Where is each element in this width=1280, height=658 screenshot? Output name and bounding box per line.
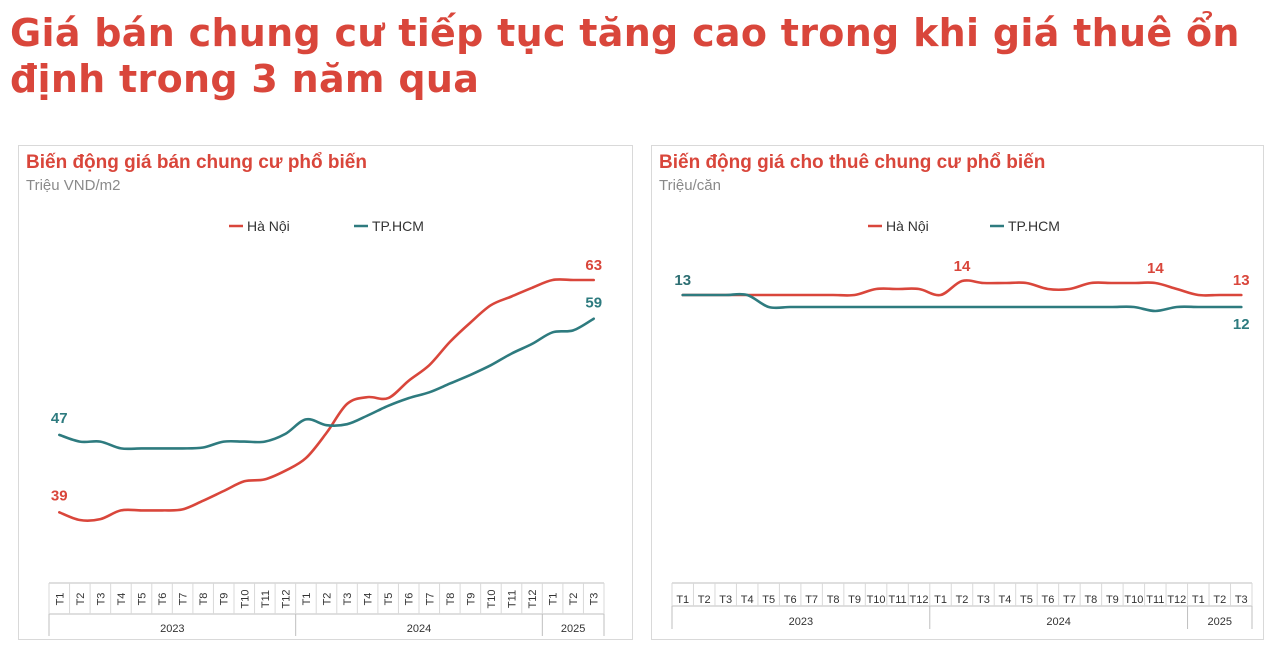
- x-tick-label: T1: [1192, 594, 1205, 606]
- x-tick-label: T4: [363, 593, 375, 606]
- legend-label: Hà Nội: [247, 218, 290, 234]
- rent-chart-unit: Triệu/căn: [659, 177, 721, 194]
- rent-chart-title: Biến động giá cho thuê chung cư phổ biến: [659, 152, 1046, 173]
- x-tick-label: T1: [548, 593, 560, 606]
- x-tick-label: T2: [75, 593, 87, 606]
- series-line: [681, 292, 1243, 313]
- x-tick-label: T5: [383, 593, 395, 606]
- legend-label: TP.HCM: [372, 218, 424, 234]
- x-tick-label: T2: [322, 593, 334, 606]
- year-label: 2024: [407, 623, 431, 635]
- x-tick-label: T5: [1020, 594, 1033, 606]
- x-tick-label: T8: [445, 593, 457, 606]
- x-tick-label: T2: [568, 593, 580, 606]
- legend-entry-hanoi: Hà Nội: [229, 218, 290, 234]
- x-tick-label: T7: [424, 593, 436, 606]
- year-label: 2025: [561, 623, 585, 635]
- x-tick-label: T2: [1213, 594, 1226, 606]
- series-hcm: [681, 292, 1243, 313]
- x-axis: 2023 2024 2025 T1 T2 T3 T4 T5 T6 T7 T8 T9 T10 T11 T12 T…: [48, 582, 605, 636]
- x-tick-label: T9: [219, 593, 231, 606]
- x-tick-label: T4: [741, 594, 754, 606]
- x-tick-label: T8: [198, 593, 210, 606]
- x-tick-label: T3: [1235, 594, 1248, 606]
- series-line: [58, 317, 595, 451]
- sale-price-line-chart: Hà Nội TP.HCM 2023 2024 2025 T1 T2 T3 T4 T5 T6 T7 T8…: [48, 218, 605, 636]
- series-hanoi: [681, 279, 1243, 297]
- x-tick-label: T1: [676, 594, 689, 606]
- x-tick-label: T6: [404, 593, 416, 606]
- legend-label: Hà Nội: [886, 218, 929, 234]
- x-tick-label: T6: [157, 593, 169, 606]
- start-label-hcm: 47: [51, 410, 68, 427]
- year-label: 2025: [1208, 616, 1232, 628]
- legend-entry-hanoi: Hà Nội: [868, 218, 929, 234]
- sale-chart-title: Biến động giá bán chung cư phổ biến: [26, 152, 367, 173]
- x-tick-label: T3: [589, 593, 601, 606]
- page-headline: Giá bán chung cư tiếp tục tăng cao trong…: [10, 11, 1240, 101]
- x-tick-label: T4: [999, 594, 1012, 606]
- x-tick-label: T7: [178, 593, 190, 606]
- rent-price-chart-panel: Biến động giá cho thuê chung cư phổ biến…: [651, 145, 1264, 640]
- end-label-hcm: 12: [1233, 316, 1250, 333]
- x-tick-label: T7: [1063, 594, 1076, 606]
- series-line: [58, 278, 595, 522]
- x-tick-label: T10: [239, 590, 251, 609]
- x-tick-label: T5: [137, 593, 149, 606]
- sale-price-chart-panel: Biến động giá bán chung cư phổ biến Triệ…: [18, 145, 633, 640]
- series-line: [681, 279, 1243, 297]
- series-hcm: [58, 317, 595, 451]
- end-label-hcm: 59: [585, 295, 602, 312]
- legend-entry-hcm: TP.HCM: [990, 218, 1060, 234]
- x-tick-label: T10: [486, 590, 498, 609]
- legend-entry-hcm: TP.HCM: [354, 218, 424, 234]
- x-tick-label: T4: [116, 593, 128, 606]
- end-label-hanoi: 13: [1233, 272, 1250, 289]
- sale-chart-unit: Triệu VND/m2: [26, 177, 121, 194]
- x-tick-label: T9: [465, 593, 477, 606]
- x-tick-label: T9: [1106, 594, 1119, 606]
- legend-label: TP.HCM: [1008, 218, 1060, 234]
- x-tick-label: T6: [784, 594, 797, 606]
- x-tick-label: T9: [848, 594, 861, 606]
- x-tick-label: T3: [719, 594, 732, 606]
- x-tick-label: T8: [1084, 594, 1097, 606]
- x-tick-label: T8: [827, 594, 840, 606]
- year-label: 2023: [160, 623, 184, 635]
- x-tick-label: T11: [888, 594, 906, 606]
- peak-label-hanoi: 14: [954, 258, 971, 275]
- x-tick-label: T3: [95, 593, 107, 606]
- x-tick-label: T1: [934, 594, 947, 606]
- x-tick-label: T2: [956, 594, 969, 606]
- year-label: 2024: [1046, 616, 1070, 628]
- x-tick-label: T6: [1042, 594, 1055, 606]
- end-label-hanoi: 63: [585, 257, 602, 274]
- year-label: 2023: [789, 616, 813, 628]
- x-tick-label: T5: [762, 594, 775, 606]
- x-tick-label: T12: [910, 594, 929, 606]
- x-tick-label: T11: [260, 590, 272, 608]
- x-tick-label: T10: [1124, 594, 1143, 606]
- x-tick-label: T1: [54, 593, 66, 606]
- x-tick-label: T11: [507, 590, 519, 608]
- x-tick-label: T7: [805, 594, 818, 606]
- x-tick-label: T12: [280, 590, 292, 609]
- x-tick-label: T12: [527, 590, 539, 609]
- x-tick-label: T10: [867, 594, 886, 606]
- start-label-hanoi: 39: [51, 487, 68, 504]
- series-hanoi: [58, 278, 595, 522]
- x-tick-label: T2: [698, 594, 711, 606]
- start-label-both: 13: [674, 272, 691, 289]
- x-tick-label: T3: [342, 593, 354, 606]
- peak-label-hanoi: 14: [1147, 260, 1164, 277]
- x-tick-label: T12: [1167, 594, 1186, 606]
- x-tick-label: T3: [977, 594, 990, 606]
- x-tick-label: T11: [1146, 594, 1164, 606]
- x-tick-label: T1: [301, 593, 313, 606]
